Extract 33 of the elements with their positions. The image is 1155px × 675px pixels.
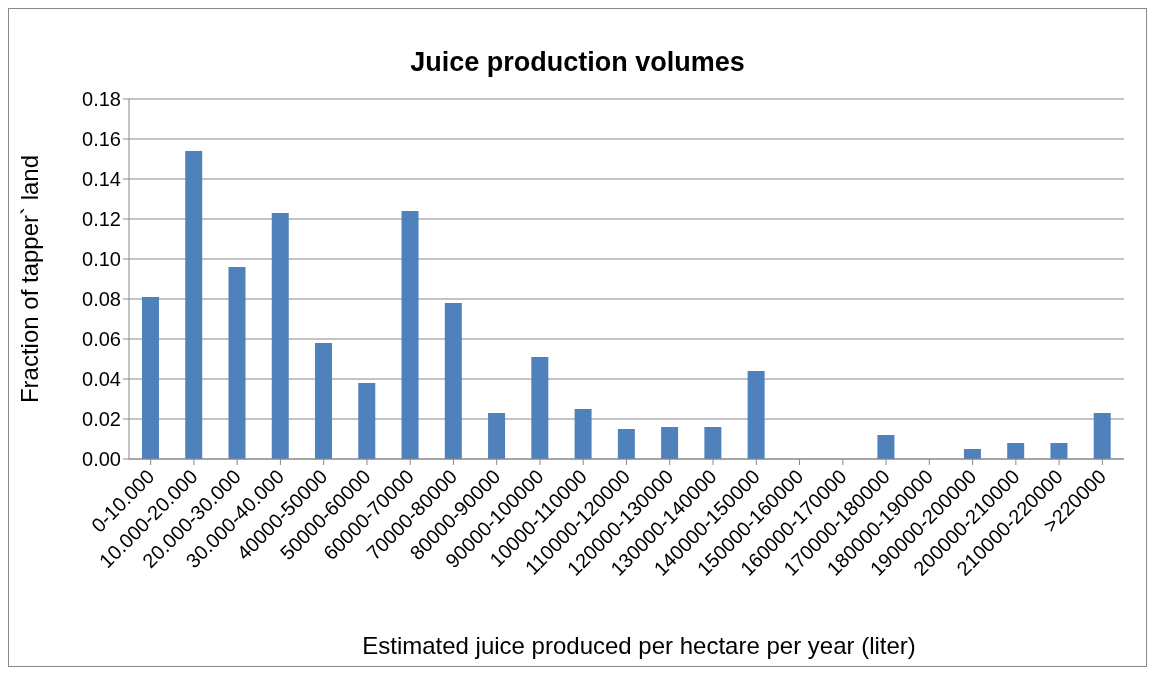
y-tick-label: 0.04 [82, 368, 121, 391]
y-tick-label: 0.14 [82, 168, 121, 191]
bar [185, 151, 203, 459]
y-tick-label: 0.06 [82, 328, 121, 351]
y-tick-label: 0.16 [82, 128, 121, 151]
bar [574, 409, 592, 459]
bar [877, 435, 895, 459]
bar [531, 357, 549, 459]
bar [315, 343, 333, 459]
bar [228, 267, 246, 459]
bar [704, 427, 722, 459]
bar [271, 213, 289, 459]
bar [1093, 413, 1111, 459]
bar [747, 371, 765, 459]
bar [1007, 443, 1025, 459]
bar [444, 303, 462, 459]
y-tick-label: 0.02 [82, 408, 121, 431]
y-tick-label: 0.00 [82, 448, 121, 471]
bar [1050, 443, 1068, 459]
y-tick-label: 0.12 [82, 208, 121, 231]
y-axis-title: Fraction of tapper` land [15, 154, 43, 404]
bar [401, 211, 419, 459]
x-axis-title: Estimated juice produced per hectare per year (liter) [361, 632, 917, 660]
y-tick-label: 0.08 [82, 288, 121, 311]
y-tick-label: 0.10 [82, 248, 121, 271]
y-tick-label: 0.18 [82, 88, 121, 111]
bar [141, 297, 159, 459]
bar [963, 449, 981, 459]
bar [358, 383, 376, 459]
bar [617, 429, 635, 459]
bar [488, 413, 506, 459]
bar [661, 427, 679, 459]
chart-title: Juice production volumes [409, 47, 746, 78]
